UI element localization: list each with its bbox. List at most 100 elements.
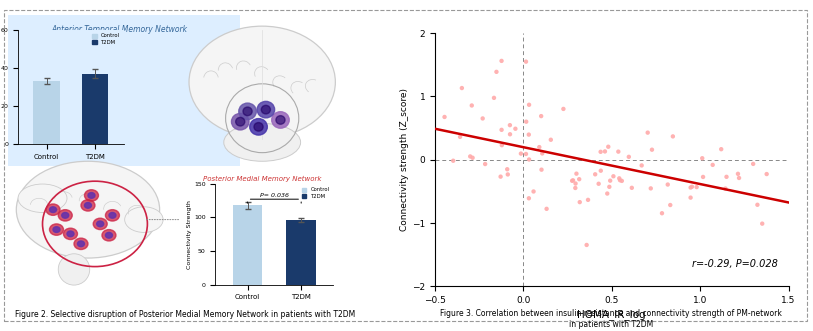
Point [463,154,476,159]
Point [580,242,593,248]
Point [592,181,605,186]
Circle shape [50,224,63,235]
Text: P= 0.036: P= 0.036 [260,193,289,198]
Point [760,171,773,177]
Point [503,122,516,128]
Point [663,202,676,208]
Point [622,154,635,160]
Point [570,171,583,176]
Circle shape [63,228,77,240]
Circle shape [232,114,249,130]
Circle shape [106,210,120,221]
Point [604,178,617,183]
Circle shape [53,227,60,232]
Bar [33,81,60,144]
Point [715,147,728,152]
Circle shape [272,112,289,128]
Circle shape [102,230,116,241]
Point [719,186,732,191]
Circle shape [67,231,74,237]
Point [495,143,508,148]
Circle shape [59,210,72,221]
Text: Figure 2. Selective disruption of Posterior Medial Memory Network in patients wi: Figure 2. Selective disruption of Poster… [15,310,355,319]
Point [706,162,720,167]
Point [615,178,628,184]
Point [667,134,680,139]
Circle shape [74,238,88,250]
Point [523,102,536,108]
Ellipse shape [224,123,301,161]
Circle shape [81,200,95,211]
Point [690,184,703,190]
Point [661,182,674,187]
Point [446,158,459,164]
Point [696,156,709,161]
Ellipse shape [124,207,163,232]
Point [455,85,468,91]
Circle shape [50,207,56,213]
Point [684,195,697,200]
Point [502,172,515,177]
Text: r=-0.29, P=0.028: r=-0.29, P=0.028 [692,259,778,268]
Circle shape [46,204,60,215]
Point [573,200,586,205]
Legend: Control, T2DM: Control, T2DM [301,186,331,200]
Circle shape [243,107,252,116]
Point [520,59,533,64]
Text: Posterior Medial Memory Network: Posterior Medial Memory Network [203,176,321,182]
Circle shape [93,218,107,230]
Circle shape [106,232,112,238]
Point [594,149,607,155]
Ellipse shape [59,254,89,285]
Point [625,185,638,190]
Y-axis label: Connectivity Strength: Connectivity Strength [187,200,192,269]
Circle shape [261,105,271,114]
Point [533,144,546,150]
X-axis label: HOMA_IR_log: HOMA_IR_log [577,309,646,320]
Point [746,161,759,166]
Ellipse shape [189,26,335,138]
Circle shape [62,213,69,218]
Point [515,151,528,156]
Text: Figure 3. Correlation between insulin resistance and connectivity strength of PM: Figure 3. Correlation between insulin re… [441,309,782,318]
Point [476,116,489,121]
Point [479,162,492,167]
Point [488,95,501,101]
Point [527,189,540,194]
Circle shape [236,118,245,126]
Point [454,134,467,139]
Point [540,206,553,212]
Circle shape [254,122,263,131]
Point [438,114,451,119]
Point [655,211,668,216]
Circle shape [97,221,104,227]
Circle shape [85,190,98,201]
Point [495,58,508,64]
Point [756,221,769,226]
Point [536,151,549,156]
Point [567,178,580,183]
Circle shape [250,118,267,135]
Point [490,69,503,74]
Point [601,191,614,196]
Point [684,185,697,190]
Point [751,202,764,208]
Point [589,172,602,177]
Point [501,166,514,172]
Point [494,174,507,179]
Point [602,144,615,149]
Point [503,132,516,137]
Point [495,127,508,132]
Circle shape [85,203,91,208]
Ellipse shape [16,161,159,258]
Point [635,163,648,168]
Point [720,174,733,179]
Point [697,174,710,180]
Point [613,176,626,181]
Point [614,178,627,183]
Point [545,137,558,142]
Point [522,132,535,137]
Point [606,174,620,179]
Point [569,185,582,191]
Point [557,106,570,112]
